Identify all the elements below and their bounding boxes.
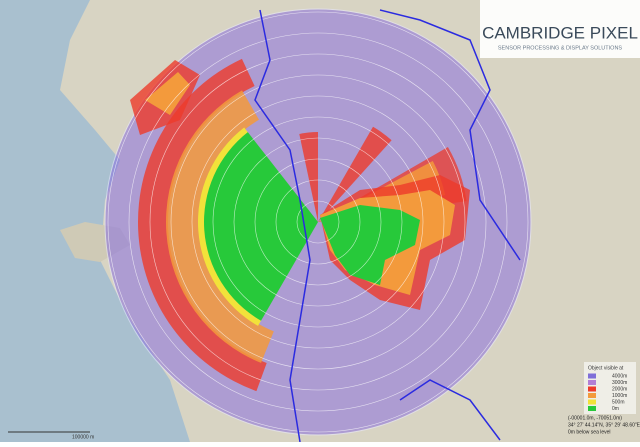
- coverage-sector: [299, 132, 318, 222]
- range-ring: [254, 158, 382, 286]
- legend-swatch: [588, 386, 596, 392]
- status-line: 0m below sea level: [568, 429, 611, 435]
- legend-label: 1000m: [612, 393, 627, 399]
- range-ring: [296, 200, 340, 244]
- legend-title: Object visible at: [588, 365, 624, 371]
- range-ring: [191, 95, 445, 349]
- status-info: (-00001.0m, -70051.0m)34° 27' 44.14"N, 3…: [568, 415, 640, 435]
- sea: [0, 0, 190, 442]
- range-ring: [212, 116, 424, 328]
- logo-subtitle: SENSOR PROCESSING & DISPLAY SOLUTIONS: [498, 45, 623, 51]
- coverage-sector: [165, 90, 274, 363]
- status-line: (-00001.0m, -70051.0m): [568, 415, 622, 421]
- legend-swatch: [588, 393, 596, 398]
- coverage-blob: [320, 205, 420, 285]
- legend-label: 3000m: [612, 380, 627, 386]
- logo-title: CAMBRIDGE PIXEL: [482, 23, 638, 42]
- legend-label: 4000m: [612, 373, 627, 379]
- range-ring: [275, 179, 361, 265]
- coverage-sector: [318, 126, 392, 222]
- legend-label: 500m: [612, 399, 625, 405]
- scale-label: 100000 m: [72, 434, 94, 440]
- border-line: [254, 9, 311, 443]
- range-ring: [170, 74, 466, 370]
- status-line: 34° 27' 44.14"N, 35° 29' 48.60"E: [568, 422, 640, 428]
- legend-swatch: [588, 399, 596, 405]
- legend-swatch: [588, 380, 596, 385]
- range-ring: [128, 32, 508, 412]
- logo-box: [480, 0, 640, 58]
- legend-label: 2000m: [612, 386, 627, 392]
- range-ring: [107, 11, 529, 433]
- coverage-blob: [145, 72, 190, 115]
- legend-swatch: [588, 406, 596, 411]
- border-line: [399, 379, 501, 441]
- legend-swatch: [588, 373, 596, 379]
- coverage-sector: [204, 132, 318, 321]
- legend-label: 0m: [612, 406, 619, 412]
- range-ring: [149, 53, 487, 391]
- border-line: [379, 9, 521, 261]
- range-ring: [233, 137, 403, 307]
- coverage-overlay: [104, 8, 532, 436]
